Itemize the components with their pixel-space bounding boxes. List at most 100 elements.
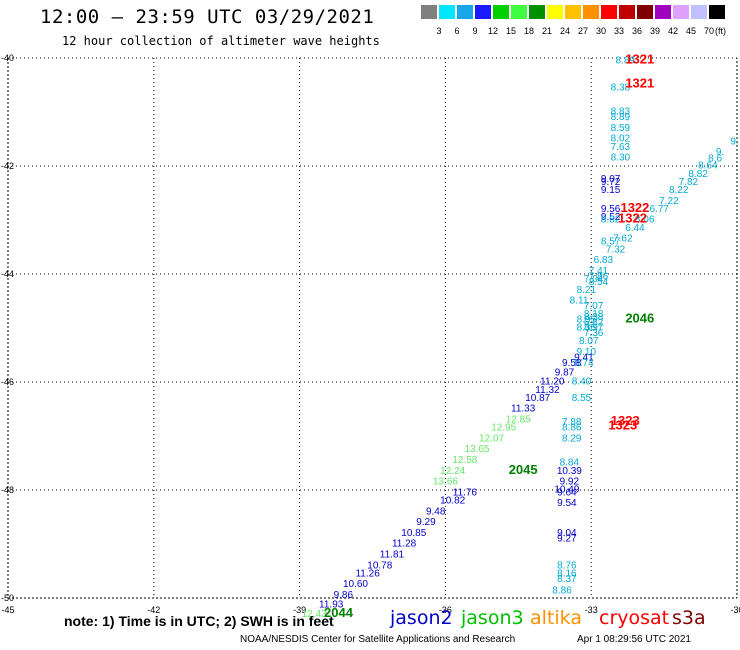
wave-height-value: 7.32 — [606, 244, 626, 255]
legend-swatch — [691, 5, 707, 19]
wave-height-value: 8.89 — [611, 112, 631, 123]
legend-swatch — [673, 5, 689, 19]
wave-height-value: 7.63 — [611, 142, 631, 153]
legend-swatch — [565, 5, 581, 19]
lon-tick-label: -30 — [730, 605, 740, 615]
wave-height-value: 13.66 — [433, 477, 458, 488]
wave-height-value: 12.07 — [479, 433, 504, 444]
wave-height-value: 8.30 — [611, 153, 631, 164]
wave-height-value: 9.64 — [557, 487, 577, 498]
wave-height-value: 7.07 — [584, 301, 604, 312]
pass-number-label: 1322 — [620, 200, 649, 215]
wave-height-value: 8.40 — [572, 377, 592, 388]
legend-swatch — [709, 5, 725, 19]
legend-label: 45 — [685, 26, 697, 36]
wave-height-value: 9.04 — [557, 528, 577, 539]
legend-label: 24 — [559, 26, 571, 36]
wave-height-value: 8.29 — [562, 433, 582, 444]
wave-height-value: 10.82 — [440, 496, 465, 507]
wave-height-value: 12.24 — [440, 466, 465, 477]
lon-tick-label: -39 — [293, 605, 306, 615]
legend-label: 9 — [472, 26, 478, 36]
lon-tick-label: -42 — [147, 605, 160, 615]
wave-height-value: 8.76 — [557, 560, 577, 571]
wave-height-value: 11.28 — [392, 539, 417, 550]
wave-height-value: 7.82 — [679, 177, 699, 188]
legend-swatch — [457, 5, 473, 19]
legend-label: 42 — [667, 26, 679, 36]
wave-height-value: 8.64 — [698, 161, 718, 172]
wave-height-value: 11.81 — [380, 550, 405, 561]
pass-number-label: 1323 — [611, 413, 640, 428]
wave-height-value: 8.82 — [688, 169, 708, 180]
wave-height-value: 9.87 — [555, 368, 575, 379]
wave-height-value: 6.77 — [650, 204, 670, 215]
wave-height-value: 7.88 — [562, 417, 582, 428]
wave-height-value: 7.62 — [613, 234, 633, 245]
wave-height-value: 8.74 — [574, 358, 594, 369]
wave-height-value: 7.22 — [659, 196, 679, 207]
wave-height-value: 8.16 — [557, 568, 577, 579]
pass-number-label: 1323 — [608, 418, 637, 433]
wave-height-value: 7.36 — [584, 328, 604, 339]
legend-swatch — [655, 5, 671, 19]
wave-height-value: 7.41 — [589, 266, 609, 277]
legend-label: 27 — [577, 26, 589, 36]
satellite-legend-jason3: jason3 — [461, 607, 524, 629]
legend-label: 6 — [454, 26, 460, 36]
wave-height-value: 8.37 — [557, 574, 577, 585]
wave-height-value: 9.15 — [601, 185, 621, 196]
credit-line: NOAA/NESDIS Center for Satellite Applica… — [240, 634, 516, 645]
wave-height-value: 9.58 — [562, 358, 582, 369]
wave-height-value: 9.52 — [601, 212, 621, 223]
wave-height-value: 9.07 — [601, 174, 621, 185]
legend-label: 15 — [505, 26, 517, 36]
wave-height-value: 8.38 — [584, 312, 604, 323]
wave-height-value: 12.95 — [491, 423, 516, 434]
lon-tick-label: -33 — [585, 605, 598, 615]
legend-label: 3 — [436, 26, 442, 36]
lat-tick-label: -40 — [1, 53, 14, 63]
legend-label: 12 — [487, 26, 499, 36]
wave-height-value: 9.56 — [601, 204, 621, 215]
wave-height-value: 7.86 — [589, 271, 609, 282]
wave-height-value: 8.82 — [601, 215, 621, 226]
wave-height-value: 8.06 — [635, 215, 655, 226]
wave-height-value: 11.32 — [535, 385, 560, 396]
wave-height-value: 9.72 — [601, 177, 621, 188]
wave-height-value: 8.97 — [584, 323, 604, 334]
lat-tick-label: -48 — [1, 485, 14, 495]
page-subtitle: 12 hour collection of altimeter wave hei… — [62, 34, 380, 48]
wave-height-value: 12.85 — [506, 415, 531, 426]
legend-label: 33 — [613, 26, 625, 36]
wave-height-value: 8.36 — [577, 323, 597, 334]
lat-tick-label: -46 — [1, 377, 14, 387]
wave-height-value: 9.27 — [557, 533, 577, 544]
satellite-legend-cryosat: cryosat — [599, 607, 670, 629]
wave-height-value: 10.85 — [401, 528, 426, 539]
pass-number-label: 1321 — [625, 76, 654, 91]
wave-height-value: 8.18 — [584, 309, 604, 320]
legend-label: 21 — [541, 26, 553, 36]
wave-height-value: 6.82 — [584, 317, 604, 328]
wave-height-value: 9. — [730, 136, 738, 147]
wave-height-value: 8.83 — [611, 107, 631, 118]
pass-number-label: 2045 — [509, 462, 538, 477]
wave-height-value: 9.29 — [416, 517, 436, 528]
wave-height-value: 11.33 — [511, 404, 536, 415]
wave-height-value: 8.57 — [601, 236, 621, 247]
lon-tick-label: -36 — [439, 605, 452, 615]
wave-height-value: 8.86 — [552, 586, 572, 597]
wave-height-value: 8.89 — [615, 55, 635, 66]
legend-swatch — [421, 5, 437, 19]
wave-height-value: 8.6 — [708, 154, 722, 165]
lat-tick-label: -50 — [1, 593, 14, 603]
legend-label: 70 — [703, 26, 715, 36]
legend-swatch — [511, 5, 527, 19]
pass-number-label: 2044 — [324, 605, 354, 620]
legend-label: 36 — [631, 26, 643, 36]
wave-height-value: 10.49 — [554, 485, 579, 496]
pass-number-label: 1321 — [625, 51, 654, 66]
wave-height-value: 7.04 — [584, 274, 604, 285]
